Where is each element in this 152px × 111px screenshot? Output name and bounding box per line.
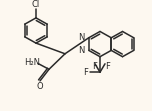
Text: F: F — [84, 68, 88, 77]
Text: N: N — [78, 33, 85, 42]
Text: F: F — [93, 62, 97, 71]
Text: H₂N: H₂N — [24, 58, 40, 67]
Text: F: F — [105, 62, 111, 71]
Text: Cl: Cl — [32, 0, 40, 9]
Text: N: N — [78, 46, 85, 55]
Text: O: O — [37, 82, 43, 91]
